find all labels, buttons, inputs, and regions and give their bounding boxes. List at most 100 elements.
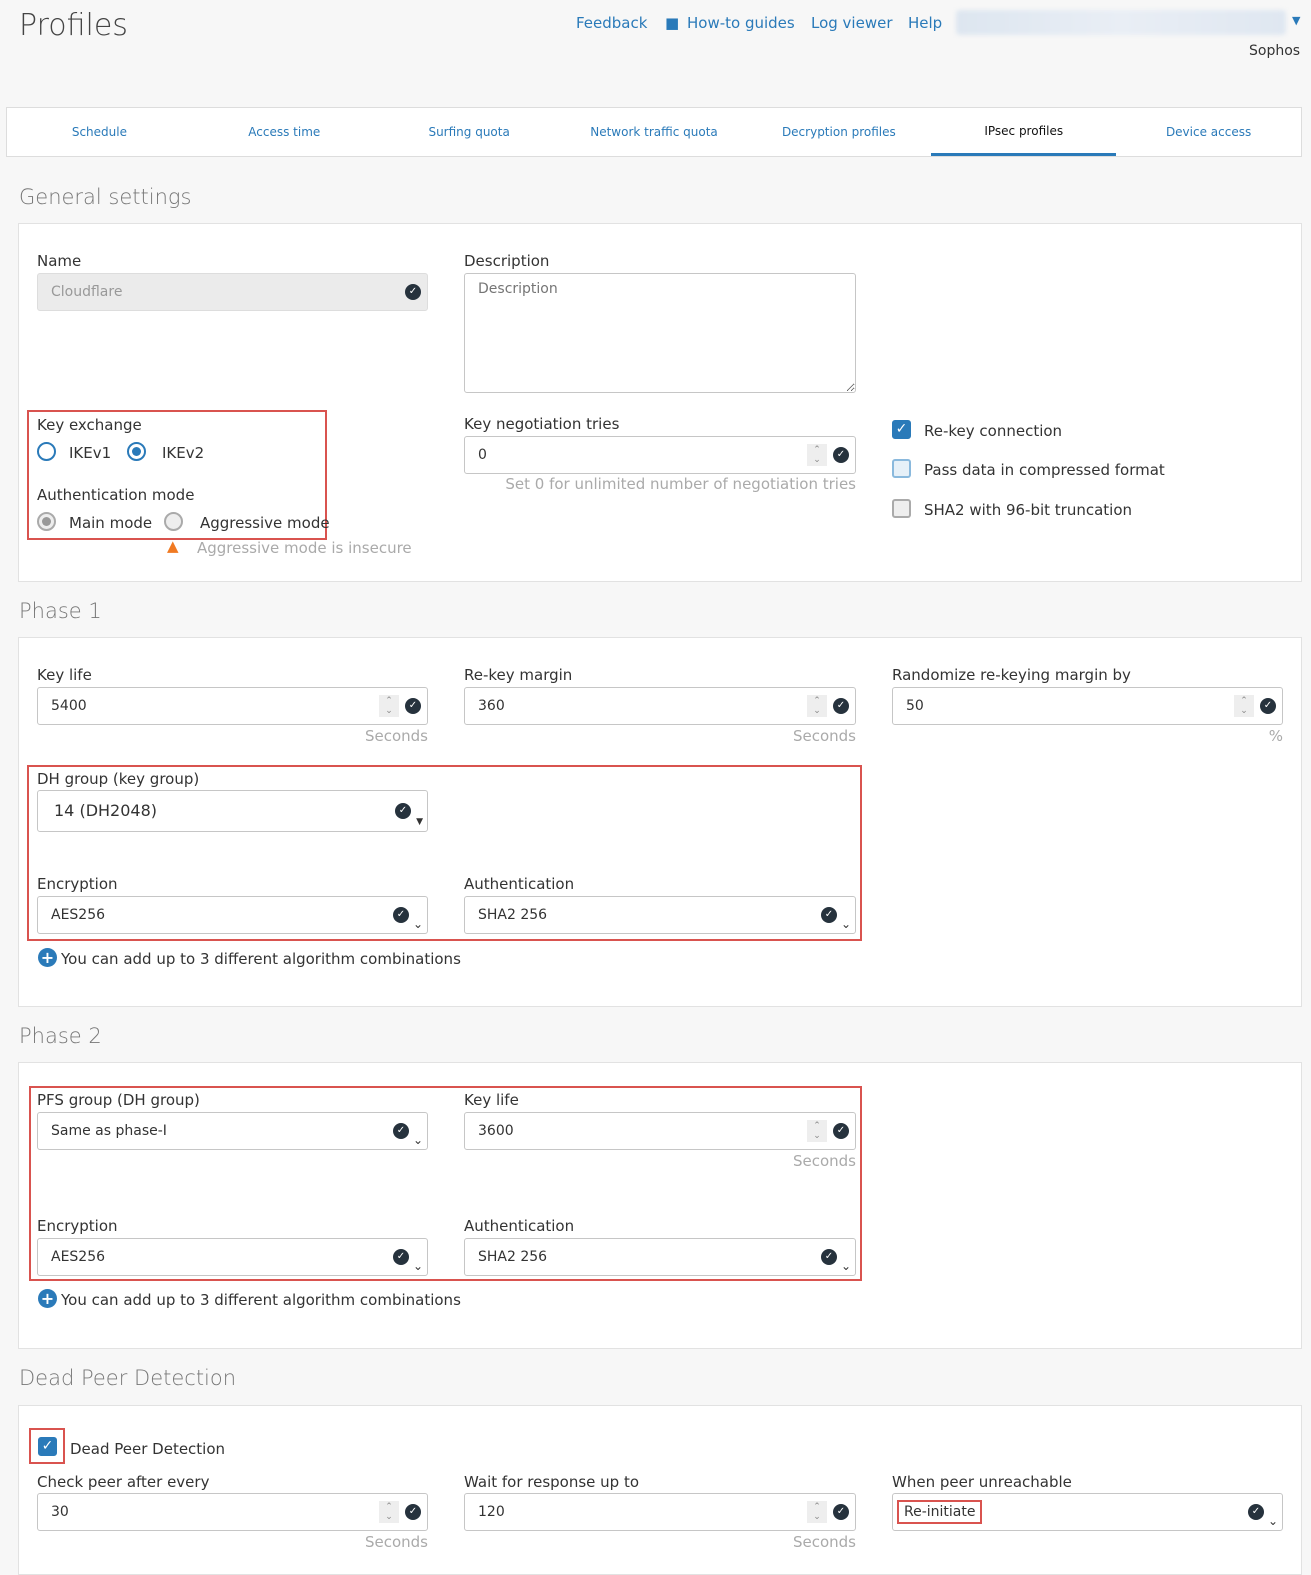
description-input[interactable] <box>464 273 856 393</box>
check-icon: ✓ <box>393 1123 409 1139</box>
ikev2-label: IKEv2 <box>162 444 205 462</box>
pfs-group-select[interactable]: Same as phase-I ✓ ⌄ <box>37 1112 428 1150</box>
chevron-down-icon[interactable]: ▼ <box>1292 14 1301 27</box>
check-icon: ✓ <box>821 1249 837 1265</box>
value: Same as phase-I <box>51 1123 167 1139</box>
user-menu[interactable] <box>956 10 1286 35</box>
description-label: Description <box>464 252 550 270</box>
wait-response-label: Wait for response up to <box>464 1473 640 1491</box>
p1-encryption-select[interactable]: AES256 ✓ ⌄ <box>37 896 428 934</box>
dpd-label: Dead Peer Detection <box>70 1440 226 1458</box>
stepper-icon[interactable]: ⌃ ⌄ <box>379 695 399 717</box>
chevron-down-icon: ⌄ <box>412 917 423 931</box>
tab-network-traffic-quota[interactable]: Network traffic quota <box>590 125 718 139</box>
p1-authentication-select[interactable]: SHA2 256 ✓ ⌄ <box>464 896 856 934</box>
highlight-box <box>27 765 862 941</box>
p2-keylife-label: Key life <box>464 1091 519 1109</box>
p1-keylife-label: Key life <box>37 666 92 684</box>
tab-device-access[interactable]: Device access <box>1165 125 1252 139</box>
rekey-label: Re-key connection <box>924 422 1063 440</box>
check-icon: ✓ <box>405 1504 421 1520</box>
ikev2-radio[interactable] <box>127 442 146 461</box>
dh-group-select[interactable]: 14 (DH2048) ✓ ▼ <box>37 790 428 832</box>
wait-response-input[interactable]: 120 ⌃ ⌄ ✓ <box>464 1493 856 1531</box>
chevron-down-icon: ⌄ <box>412 1259 423 1273</box>
dpd-checkbox[interactable]: ✓ <box>38 1437 57 1456</box>
check-icon: ✓ <box>833 1123 849 1139</box>
check-icon: ✓ <box>821 907 837 923</box>
p1-encryption-label: Encryption <box>37 875 118 893</box>
name-field[interactable]: Cloudflare ✓ <box>37 273 428 311</box>
tries-hint: Set 0 for unlimited number of negotiatio… <box>505 475 856 493</box>
video-icon: ■ <box>665 14 680 32</box>
name-label: Name <box>37 252 82 270</box>
tab-surfing-quota[interactable]: Surfing quota <box>428 125 510 139</box>
p1-authentication-label: Authentication <box>464 875 575 893</box>
section-title-phase2: Phase 2 <box>19 1024 102 1048</box>
p1-randomize-input[interactable]: 50 ⌃ ⌄ ✓ <box>892 687 1283 725</box>
peer-unreachable-select[interactable]: Re-initiate ✓ ⌄ <box>892 1493 1283 1531</box>
ikev1-radio[interactable] <box>37 442 56 461</box>
compress-label: Pass data in compressed format <box>924 461 1165 479</box>
value: SHA2 256 <box>478 907 548 923</box>
highlight-box <box>29 1428 65 1464</box>
chevron-down-icon: ⌄ <box>412 1133 423 1147</box>
p2-add-note: You can add up to 3 different algorithm … <box>61 1291 461 1309</box>
check-icon: ✓ <box>833 1504 849 1520</box>
log-viewer-link[interactable]: Log viewer <box>811 14 893 32</box>
add-combination-icon[interactable]: + <box>38 1289 57 1308</box>
value: 50 <box>906 698 924 714</box>
dpd-panel <box>18 1405 1302 1575</box>
dh-group-label: DH group (key group) <box>37 770 200 788</box>
tab-schedule[interactable]: Schedule <box>71 125 127 139</box>
stepper-icon[interactable]: ⌃ ⌄ <box>807 1501 827 1523</box>
section-title-dpd: Dead Peer Detection <box>19 1366 237 1390</box>
value: SHA2 256 <box>478 1249 548 1265</box>
unit: Seconds <box>364 1533 428 1551</box>
page-title: Profiles <box>19 8 128 43</box>
check-icon: ✓ <box>833 447 849 463</box>
check-icon: ✓ <box>1248 1504 1264 1520</box>
stepper-icon[interactable]: ⌃ ⌄ <box>807 444 827 466</box>
check-icon: ✓ <box>395 803 411 819</box>
check-icon: ✓ <box>405 698 421 714</box>
check-icon: ✓ <box>393 907 409 923</box>
key-negotiation-tries-input[interactable]: 0 ⌃ ⌄ ✓ <box>464 436 856 474</box>
tab-access-time[interactable]: Access time <box>248 125 321 139</box>
aggressive-mode-radio[interactable] <box>164 512 183 531</box>
ikev1-label: IKEv1 <box>69 444 112 462</box>
feedback-link[interactable]: Feedback <box>576 14 648 32</box>
check-peer-input[interactable]: 30 ⌃ ⌄ ✓ <box>37 1493 428 1531</box>
stepper-icon[interactable]: ⌃ ⌄ <box>1234 695 1254 717</box>
tab-ipsec-profiles[interactable]: IPsec profiles <box>931 108 1117 156</box>
stepper-icon[interactable]: ⌃ ⌄ <box>379 1501 399 1523</box>
unit: % <box>1268 727 1283 745</box>
stepper-icon[interactable]: ⌃ ⌄ <box>807 695 827 717</box>
value: 30 <box>51 1504 69 1520</box>
value: 3600 <box>478 1123 514 1139</box>
phase2-panel <box>18 1062 1302 1349</box>
help-link[interactable]: Help <box>908 14 943 32</box>
key-negotiation-tries-label: Key negotiation tries <box>464 415 620 433</box>
check-icon: ✓ <box>393 1249 409 1265</box>
value: AES256 <box>51 1249 106 1265</box>
stepper-icon[interactable]: ⌃ ⌄ <box>807 1120 827 1142</box>
unit: Seconds <box>364 727 428 745</box>
rekey-checkbox[interactable]: ✓ <box>892 420 911 439</box>
add-combination-icon[interactable]: + <box>38 948 57 967</box>
section-title-phase1: Phase 1 <box>19 599 102 623</box>
compress-checkbox[interactable] <box>892 459 911 478</box>
main-mode-radio[interactable] <box>37 512 56 531</box>
p2-encryption-label: Encryption <box>37 1217 118 1235</box>
value: 5400 <box>51 698 87 714</box>
tab-decryption-profiles[interactable]: Decryption profiles <box>781 125 896 139</box>
p2-keylife-input[interactable]: 3600 ⌃ ⌄ ✓ <box>464 1112 856 1150</box>
warning-text: Aggressive mode is insecure <box>197 539 412 557</box>
p1-rekey-margin-input[interactable]: 360 ⌃ ⌄ ✓ <box>464 687 856 725</box>
how-to-guides-link[interactable]: How-to guides <box>687 14 795 32</box>
p2-authentication-select[interactable]: SHA2 256 ✓ ⌄ <box>464 1238 856 1276</box>
org-name: Sophos <box>1249 43 1301 59</box>
p2-encryption-select[interactable]: AES256 ✓ ⌄ <box>37 1238 428 1276</box>
sha2-truncation-checkbox[interactable] <box>892 499 911 518</box>
p1-keylife-input[interactable]: 5400 ⌃ ⌄ ✓ <box>37 687 428 725</box>
